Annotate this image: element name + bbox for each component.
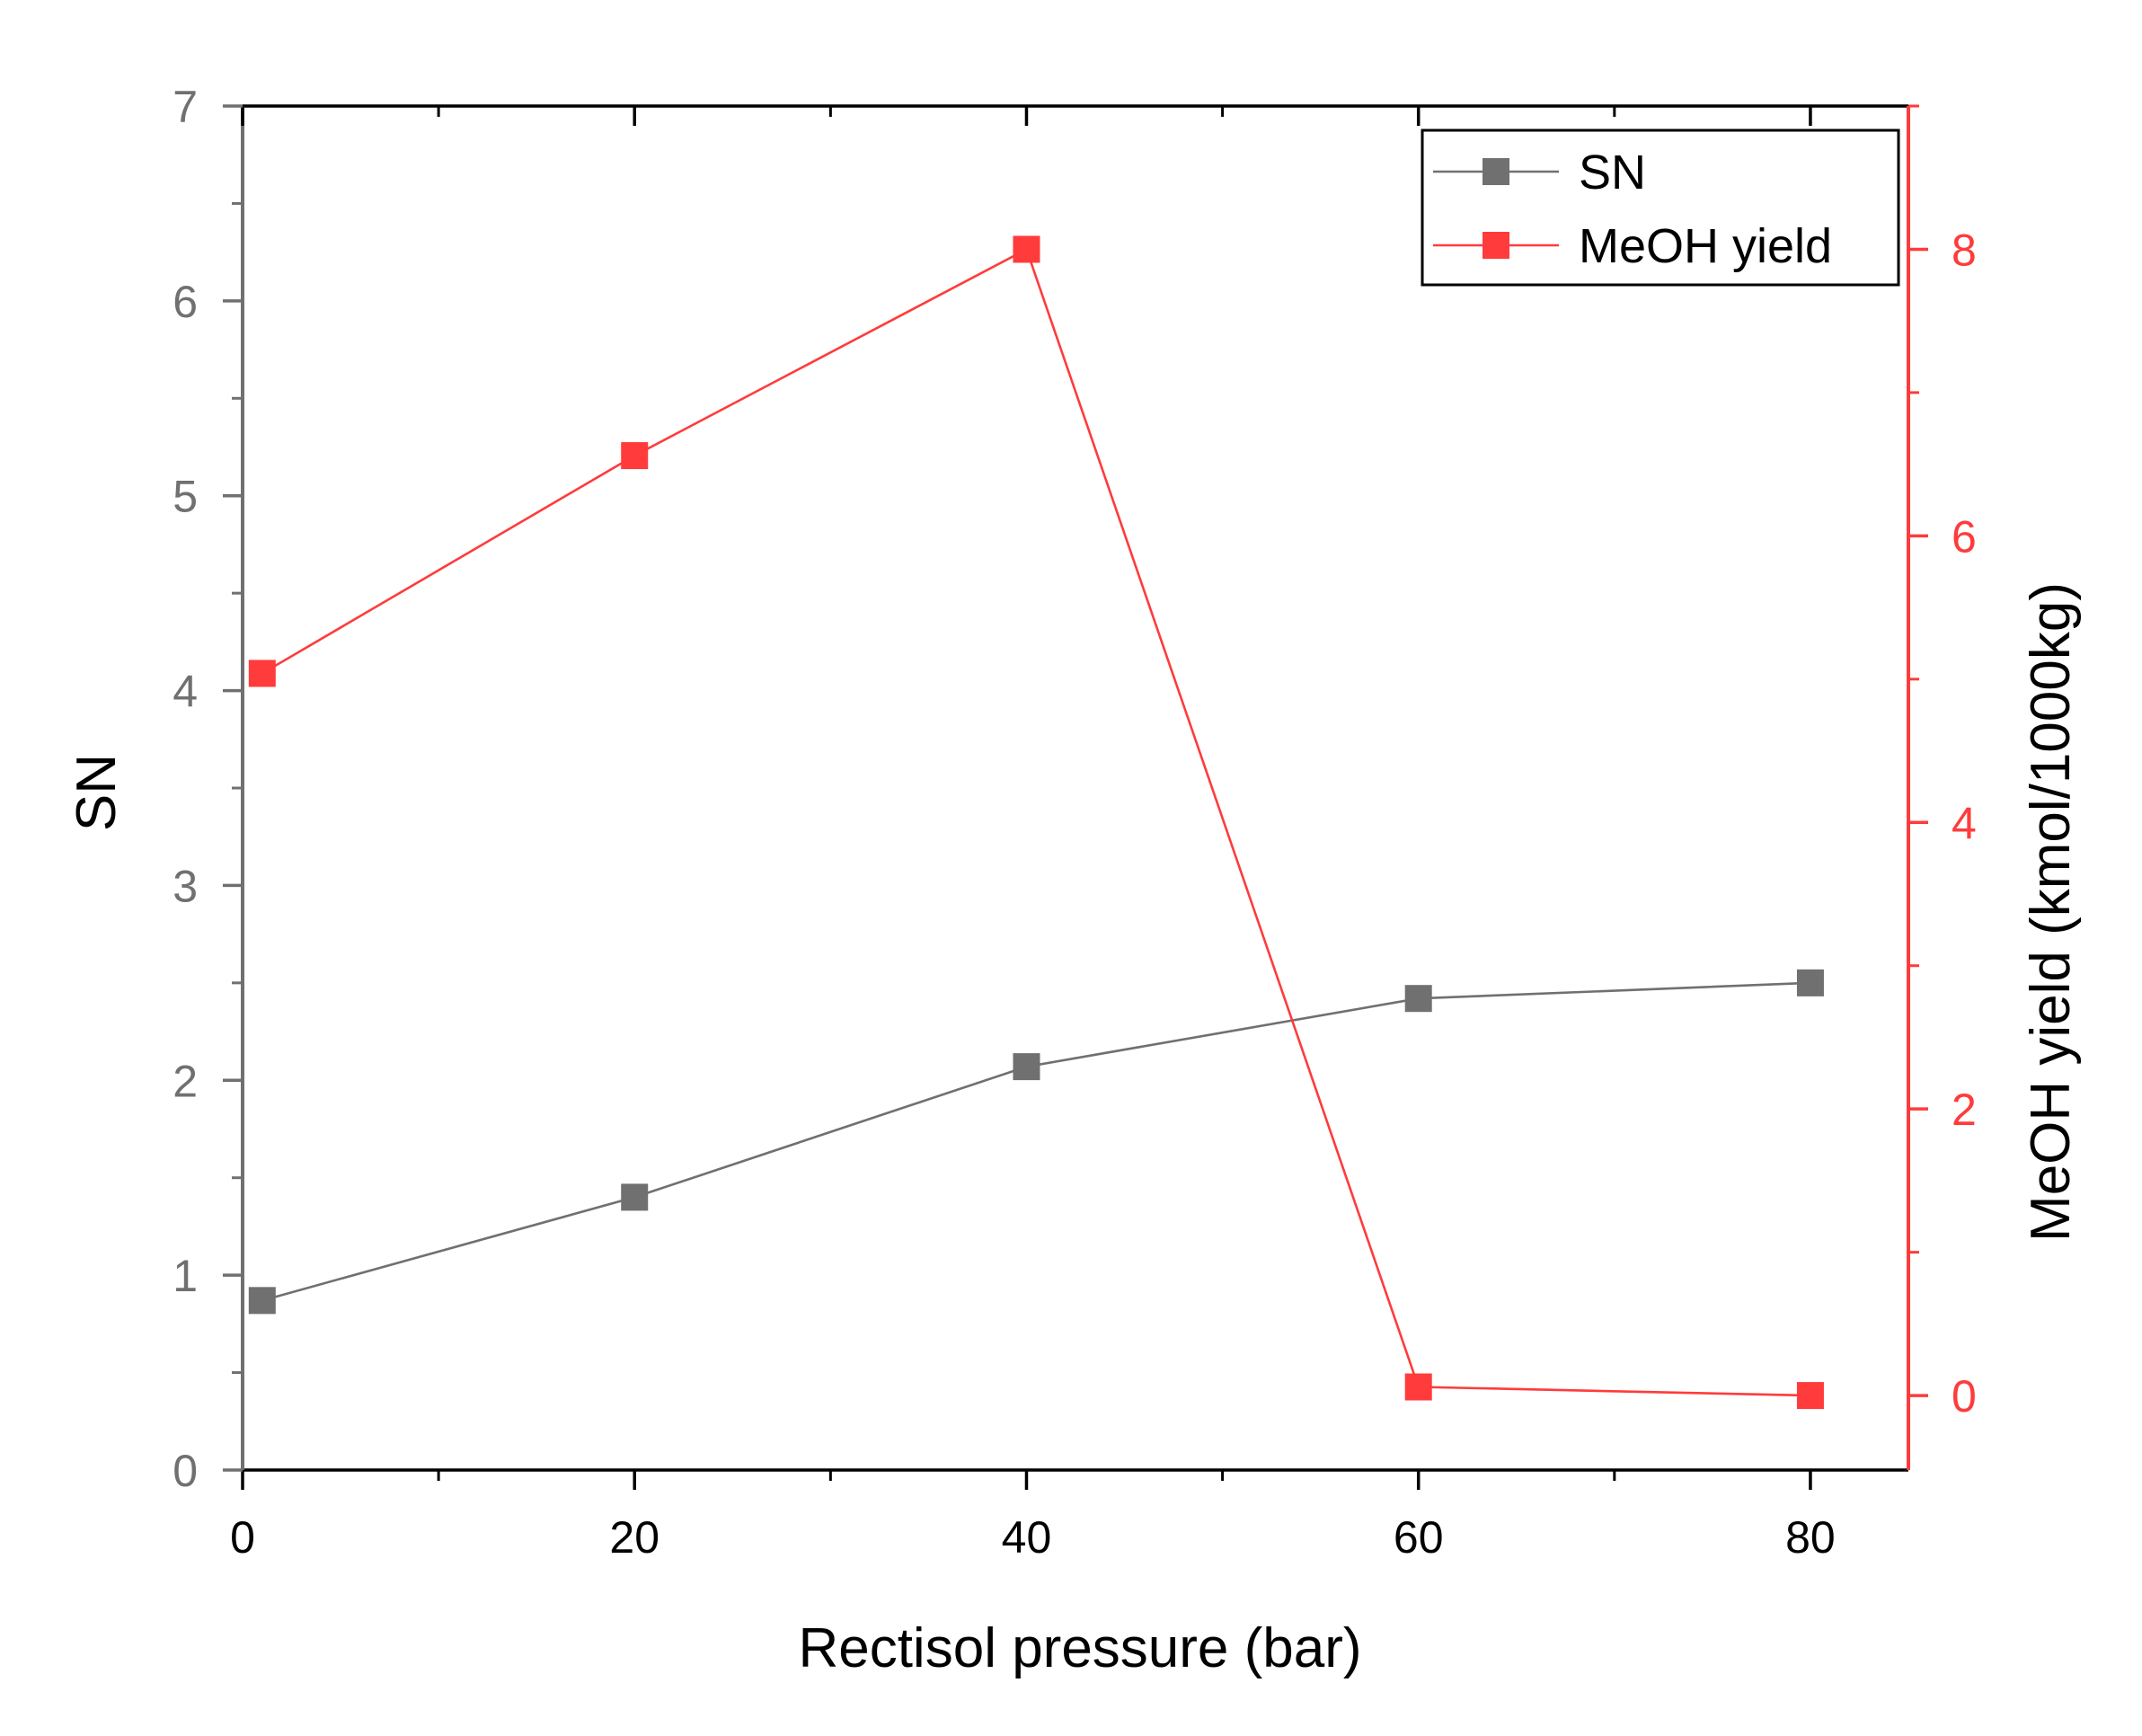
y2-tick-label: 6 (1952, 511, 1977, 562)
y-tick-label: 1 (173, 1251, 198, 1301)
legend: SN MeOH yield (1421, 128, 1900, 287)
y-tick-label: 0 (173, 1446, 198, 1496)
legend-box (1421, 128, 1900, 287)
series-layer (248, 235, 1824, 1410)
data-point-sn (1796, 969, 1824, 996)
x-tick-label: 60 (1394, 1512, 1444, 1563)
plot-frame (241, 104, 1910, 1472)
data-point-sn (248, 1287, 276, 1315)
y2-axis-ticks: 0 2 4 6 8 (1908, 104, 1977, 1422)
data-point-sn (1013, 1053, 1040, 1081)
y-tick-label: 2 (173, 1056, 198, 1106)
y-tick-label: 6 (173, 277, 198, 327)
legend-label: MeOH yield (1579, 219, 1832, 273)
y2-tick-label: 0 (1952, 1371, 1977, 1422)
y2-tick-label: 8 (1952, 225, 1977, 275)
y-tick-label: 3 (173, 861, 198, 911)
x-tick-label: 40 (1002, 1512, 1052, 1563)
x-axis-ticks: 0 20 40 60 80 (230, 106, 1836, 1563)
data-point-meoh-yield (1796, 1382, 1824, 1410)
legend-label: SN (1579, 146, 1646, 199)
x-tick-label: 80 (1785, 1512, 1836, 1563)
y-axis-title: SN (66, 754, 128, 831)
data-point-meoh-yield (1013, 235, 1040, 263)
data-point-sn (1404, 985, 1432, 1013)
series-line-sn (261, 981, 1810, 1302)
x-tick-label: 20 (609, 1512, 659, 1563)
data-point-meoh-yield (1404, 1373, 1432, 1401)
y-axis-ticks: 0 1 2 3 4 5 6 7 (173, 82, 243, 1496)
data-point-meoh-yield (248, 660, 276, 687)
y2-tick-label: 2 (1952, 1085, 1977, 1135)
legend-marker (1483, 232, 1509, 259)
y-tick-label: 7 (173, 82, 198, 132)
y-tick-label: 5 (173, 472, 198, 522)
y-tick-label: 4 (173, 667, 198, 717)
y2-tick-label: 4 (1952, 798, 1977, 848)
x-tick-label: 0 (230, 1512, 255, 1563)
data-point-sn (621, 1183, 649, 1211)
x-axis-title: Rectisol pressure (bar) (798, 1617, 1361, 1679)
series-line-meoh-yield (261, 247, 1810, 1397)
y2-axis-title: MeOH yield (kmol/1000kg) (2020, 582, 2082, 1242)
legend-marker (1483, 158, 1509, 185)
data-point-meoh-yield (621, 442, 649, 470)
